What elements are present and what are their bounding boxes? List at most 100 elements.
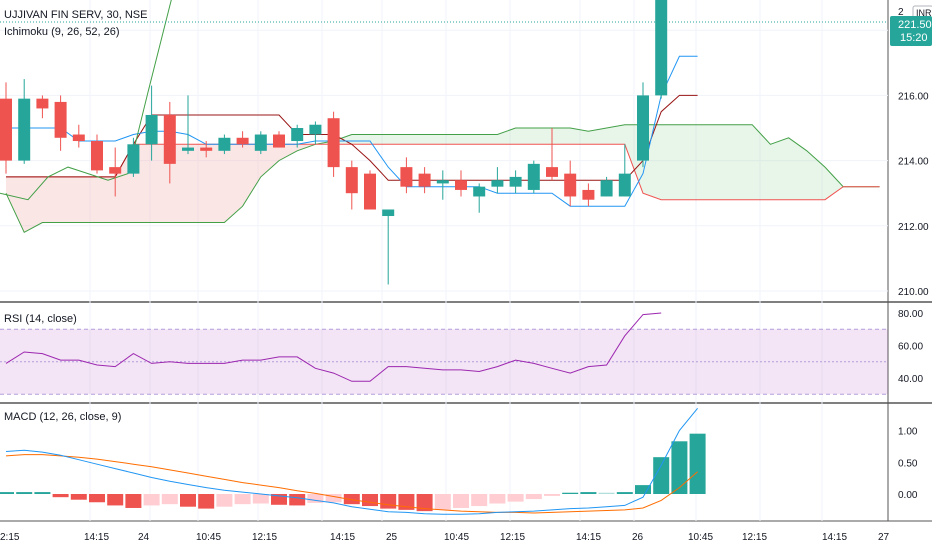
macd-histogram-bar: [34, 492, 51, 494]
time-tick-label: 2:15: [0, 532, 20, 543]
candle-body: [273, 134, 285, 148]
macd-histogram-bar: [70, 494, 87, 500]
time-tick-label: 26: [632, 532, 644, 543]
time-tick-label: 14:15: [84, 532, 109, 543]
macd-histogram-bar: [107, 494, 124, 506]
macd-histogram-bar: [16, 492, 33, 494]
candle-body: [218, 137, 231, 151]
macd-histogram-bar: [271, 494, 287, 505]
candle-body: [491, 180, 504, 187]
macd-histogram-bar: [580, 492, 597, 494]
candle-body: [291, 128, 304, 142]
candle-body: [236, 137, 249, 145]
macd-histogram-bar: [671, 441, 688, 494]
macd-histogram-bar: [562, 492, 579, 494]
macd-histogram-bar: [689, 433, 706, 494]
macd-tick-label: 1.00: [898, 427, 918, 438]
cloud-bearish: [6, 144, 316, 233]
macd-histogram-bar: [525, 494, 542, 500]
candle-body: [327, 118, 340, 168]
macd-histogram-bar: [161, 494, 178, 505]
price-tag-value: 221.50: [898, 19, 932, 31]
price-tag-countdown: 15:20: [900, 32, 928, 44]
candle-body: [618, 173, 631, 197]
macd-histogram-bar: [198, 494, 215, 509]
time-tick-label: 24: [138, 532, 150, 543]
candle-body: [127, 144, 140, 174]
currency-badge-label: INR: [916, 8, 932, 18]
rsi-label[interactable]: RSI (14, close): [4, 313, 77, 325]
candle-body: [473, 186, 486, 197]
price-tick-label: 2: [898, 7, 904, 18]
candle-body: [509, 176, 522, 187]
candle-body: [72, 134, 85, 142]
time-tick-label: 12:15: [500, 532, 525, 543]
candle-body: [455, 180, 467, 190]
candle-body: [54, 101, 67, 138]
time-tick-label: 10:45: [688, 532, 713, 543]
macd-histogram-bar: [635, 485, 651, 494]
candle-body: [527, 163, 540, 190]
rsi-panel: [0, 312, 888, 395]
candle-body: [0, 98, 12, 161]
candle-body: [163, 114, 176, 164]
price-tick-label: 212.00: [898, 222, 929, 233]
time-tick-label: 14:15: [576, 532, 601, 543]
macd-signal-line: [5, 454, 698, 514]
rsi-tick-label: 80.00: [898, 309, 923, 320]
candle-body: [600, 180, 613, 197]
time-axis-labels: 2:15 14:15 24 10:45 12:15 14:15 25 10:45 12:15 14…: [0, 532, 890, 543]
time-tick-label: 14:15: [822, 532, 847, 543]
ichimoku-label[interactable]: Ichimoku (9, 26, 52, 26): [4, 26, 120, 38]
base-line: [6, 94, 698, 181]
macd-histogram-bar: [234, 494, 251, 505]
macd-tick-label: 0.00: [898, 490, 918, 501]
candle-body: [36, 98, 49, 109]
candles: [0, 0, 668, 285]
macd-histogram-bar: [325, 494, 342, 503]
macd-histogram-bar: [598, 492, 615, 494]
conversion-line: [6, 55, 698, 207]
rsi-line: [5, 312, 662, 382]
candle-body: [200, 147, 213, 151]
candle-body: [564, 173, 577, 197]
price-tick-label: 210.00: [898, 287, 929, 298]
macd-histogram-bar: [216, 494, 233, 507]
candle-body: [182, 147, 194, 151]
macd-histogram-bar: [507, 494, 524, 502]
price-tick-label: 216.00: [898, 91, 929, 102]
cloud-bullish: [315, 124, 880, 200]
macd-histogram-bar: [180, 494, 196, 507]
rsi-tick-label: 40.00: [898, 374, 923, 385]
macd-line: [5, 407, 698, 515]
symbol-title: UJJIVAN FIN SERV, 30, NSE: [4, 9, 147, 21]
candle-body: [91, 141, 103, 171]
candle-body: [546, 167, 558, 177]
macd-histogram-bar: [0, 492, 14, 494]
macd-histogram-bar: [125, 494, 142, 508]
time-tick-label: 10:45: [196, 532, 221, 543]
grid-lines: [0, 0, 888, 521]
macd-histogram-bar: [343, 494, 360, 505]
macd-histogram-bar: [52, 494, 69, 498]
time-tick-label: 25: [386, 532, 398, 543]
macd-histogram-bar: [362, 494, 378, 507]
macd-panel: [0, 407, 706, 515]
rsi-tick-label: 60.00: [898, 342, 923, 353]
macd-histogram-bar: [544, 494, 560, 496]
candle-body: [436, 180, 449, 184]
candle-body: [309, 124, 322, 135]
macd-label[interactable]: MACD (12, 26, close, 9): [4, 411, 121, 423]
candle-body: [345, 167, 358, 194]
time-tick-label: 27: [878, 532, 890, 543]
candle-body: [418, 173, 431, 187]
macd-histogram-bar: [307, 494, 324, 503]
macd-histogram-bar: [143, 494, 160, 506]
candle-body: [254, 134, 267, 151]
macd-histogram-bar: [616, 492, 633, 494]
time-tick-label: 12:15: [252, 532, 277, 543]
macd-histogram-bar: [489, 494, 506, 504]
candle-body: [637, 95, 649, 161]
candle-body: [382, 209, 395, 217]
